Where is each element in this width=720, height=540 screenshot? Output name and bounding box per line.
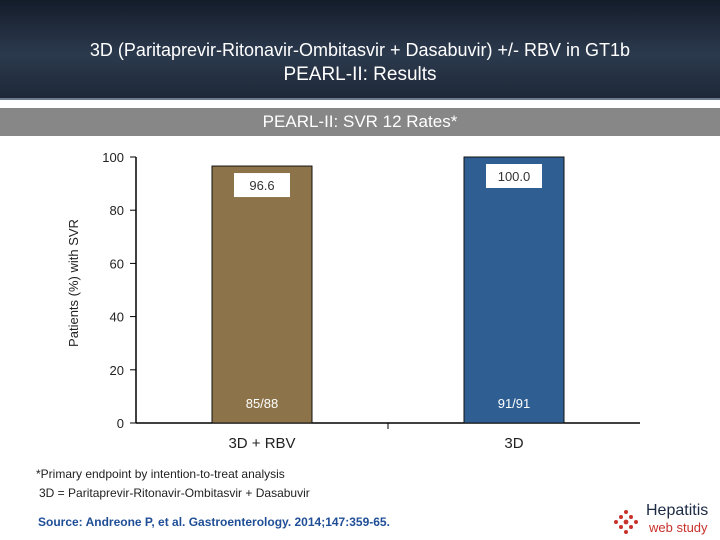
- logo-mark-icon: [614, 510, 638, 534]
- value-label: 100.0: [498, 169, 531, 184]
- y-tick-label: 100: [102, 150, 124, 165]
- bar-chart: Patients (%) with SVR 0 20 40 60 80 100 3D + R…: [66, 150, 640, 452]
- y-tick-label: 0: [117, 416, 124, 431]
- y-tick-label: 80: [110, 203, 124, 218]
- x-category-label: 3D + RBV: [228, 435, 295, 452]
- chart-title-bar: PEARL-II: SVR 12 Rates*: [0, 108, 720, 136]
- x-category-label: 3D: [504, 435, 523, 452]
- bars: [211, 156, 565, 424]
- y-tick-label: 60: [110, 256, 124, 271]
- source-citation: Source: Andreone P, et al. Gastroenterol…: [38, 515, 390, 529]
- title-banner: 3D (Paritaprevir-Ritonavir-Ombitasvir + …: [0, 0, 720, 100]
- data-labels: 96.6 85/88 100.0 91/91: [234, 164, 542, 411]
- y-tick-label: 40: [110, 310, 124, 325]
- value-label: 96.6: [249, 178, 274, 193]
- bar-without-rbv: [463, 156, 565, 424]
- logo-wordmark: Hepatitis: [646, 502, 709, 519]
- value-label-box: [486, 164, 542, 188]
- page-subtitle: PEARL-II: Results: [283, 64, 437, 85]
- footnote-definition: 3D = Paritaprevir-Ritonavir-Ombitasvir +…: [39, 486, 310, 500]
- hepatitis-web-study-logo: Hepatitis web study: [612, 502, 718, 538]
- value-label-box: [234, 173, 290, 198]
- bar-with-rbv: [211, 165, 313, 424]
- count-label: 91/91: [498, 396, 531, 411]
- y-tick-label: 20: [110, 363, 124, 378]
- header-divider: [0, 98, 720, 100]
- y-axis-label: Patients (%) with SVR: [66, 219, 81, 347]
- count-label: 85/88: [246, 396, 279, 411]
- page-title: 3D (Paritaprevir-Ritonavir-Ombitasvir + …: [89, 40, 631, 60]
- logo-tagline: web study: [649, 520, 708, 535]
- footnote-endpoint: *Primary endpoint by intention-to-treat …: [36, 467, 285, 481]
